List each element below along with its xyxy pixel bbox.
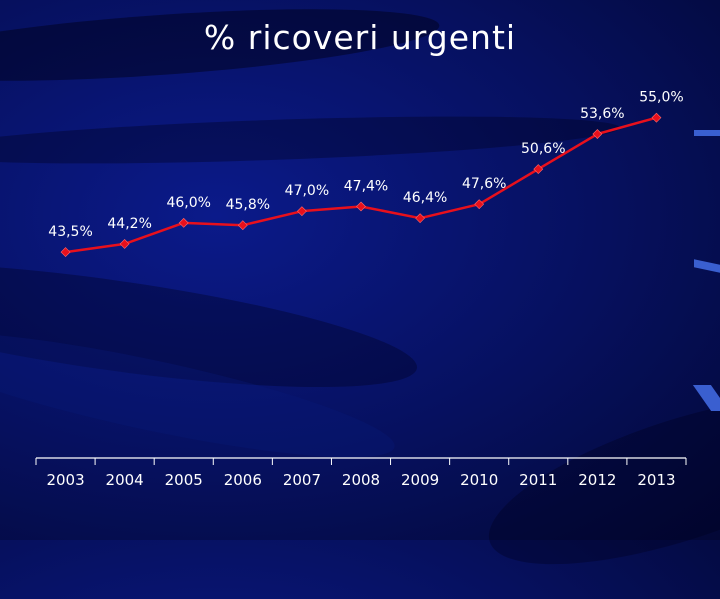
data-point-marker: [178, 217, 189, 228]
data-label: 47,0%: [285, 183, 329, 199]
data-point-marker: [356, 201, 366, 212]
x-tick-label: 2003: [46, 471, 84, 489]
data-label: 43,5%: [48, 224, 92, 240]
x-tick-label: 2009: [401, 471, 439, 489]
data-point-marker: [592, 129, 603, 139]
data-point-marker: [533, 164, 544, 175]
x-tick-label: 2007: [283, 471, 321, 489]
data-point-marker: [474, 199, 485, 210]
line-chart: 2003 2004 2005 2006 2007 2008 2009 2010 2011 2012…: [46, 90, 683, 489]
x-tick-label: 2010: [460, 471, 498, 489]
x-tick-label: 2011: [519, 471, 557, 489]
x-tick-label: 2005: [165, 471, 203, 489]
data-point-marker: [237, 220, 248, 231]
data-point-marker: [60, 247, 71, 258]
data-label: 50,6%: [521, 141, 565, 157]
data-label: 55,0%: [639, 90, 683, 106]
x-tick-label: 2006: [224, 471, 262, 489]
data-label: 46,0%: [166, 195, 210, 211]
data-label: 45,8%: [226, 197, 270, 213]
data-point-marker: [651, 112, 662, 123]
data-label: 44,2%: [107, 216, 151, 232]
x-tick-label: 2012: [578, 471, 616, 489]
chart-title: % ricoveri urgenti: [203, 18, 517, 57]
data-point-marker: [119, 238, 130, 249]
data-point-marker: [296, 206, 307, 217]
data-label: 47,4%: [344, 178, 388, 194]
x-tick-label: 2004: [106, 471, 144, 489]
x-tick-label: 2013: [637, 471, 675, 489]
data-label: 47,6%: [462, 176, 506, 192]
x-tick-label: 2008: [342, 471, 380, 489]
data-point-marker: [415, 213, 426, 224]
data-label: 53,6%: [580, 106, 624, 122]
data-label: 46,4%: [403, 190, 447, 206]
